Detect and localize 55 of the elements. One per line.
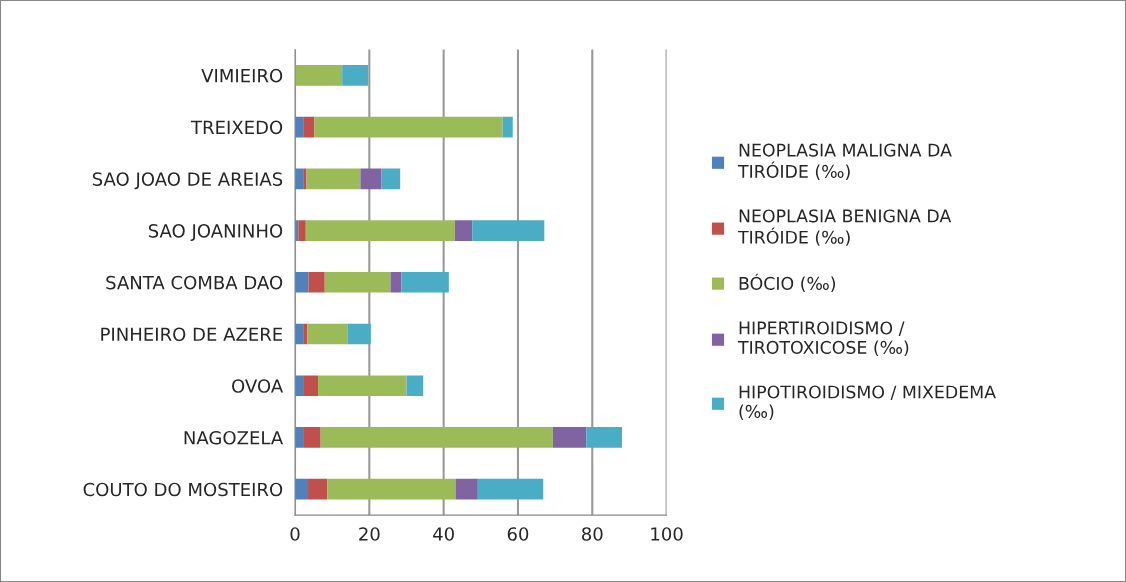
bar — [307, 323, 348, 345]
y-tick-label: SAO JOANINHO — [148, 224, 283, 242]
bar — [390, 271, 402, 293]
bar — [318, 375, 407, 397]
bar — [308, 478, 328, 500]
x-tick-label: 60 — [507, 527, 529, 541]
bar — [314, 116, 503, 138]
bar — [295, 64, 343, 86]
legend-label: HIPOTIROIDISMO / MIXEDEMA (‰) — [739, 385, 996, 421]
y-tick-label: TREIXEDO — [190, 120, 283, 135]
legend-label: BÓCIO (‰) — [739, 273, 836, 292]
bar — [295, 375, 304, 397]
bar — [303, 168, 307, 190]
x-tick-label: 40 — [433, 527, 454, 541]
bar — [454, 220, 473, 241]
legend-label: NEOPLASIA MALIGNA DA TIRÓIDE (‰) — [737, 143, 952, 180]
bar — [303, 116, 315, 138]
bar — [308, 271, 325, 293]
bar — [303, 323, 308, 345]
x-tick-label: 80 — [582, 527, 603, 541]
bar — [324, 271, 391, 293]
bar — [306, 168, 361, 190]
x-tick-label: 0 — [290, 527, 300, 541]
bar — [342, 64, 369, 86]
y-tick-label: VIMIEIRO — [201, 68, 283, 83]
bar — [552, 427, 587, 448]
bar — [295, 427, 304, 448]
bar — [320, 427, 553, 448]
bar — [295, 478, 309, 500]
bar — [303, 427, 321, 448]
x-tick-label: 100 — [651, 527, 683, 541]
y-tick-label: PINHEIRO DE AZERE — [101, 327, 283, 342]
bar — [502, 116, 513, 138]
bar — [406, 375, 424, 397]
bar — [327, 478, 456, 500]
y-tick-label: NAGOZELA — [184, 430, 284, 445]
y-tick-label: OVOA — [232, 379, 284, 393]
bar — [455, 478, 478, 500]
legend-label: NEOPLASIA BENIGNA DA TIRÓIDE (‰) — [737, 209, 952, 246]
bar — [303, 375, 319, 397]
y-tick-label: SAO JOAO DE AREIAS — [92, 172, 283, 190]
bar — [295, 271, 309, 293]
y-tick-label: SANTA COMBA DAO — [106, 275, 283, 290]
bar — [477, 478, 544, 500]
bar — [381, 168, 401, 190]
bar — [347, 323, 371, 345]
y-tick-label: COUTO DO MOSTEIRO — [83, 482, 283, 497]
bar — [586, 427, 622, 448]
bar — [360, 168, 382, 190]
legend-label: HIPERTIROIDISMO / TIROTOXICOSE (‰) — [737, 321, 909, 356]
bar — [305, 220, 455, 241]
bar — [401, 271, 449, 293]
x-tick-label: 20 — [359, 527, 380, 541]
bar — [472, 220, 545, 241]
bar — [298, 220, 306, 241]
